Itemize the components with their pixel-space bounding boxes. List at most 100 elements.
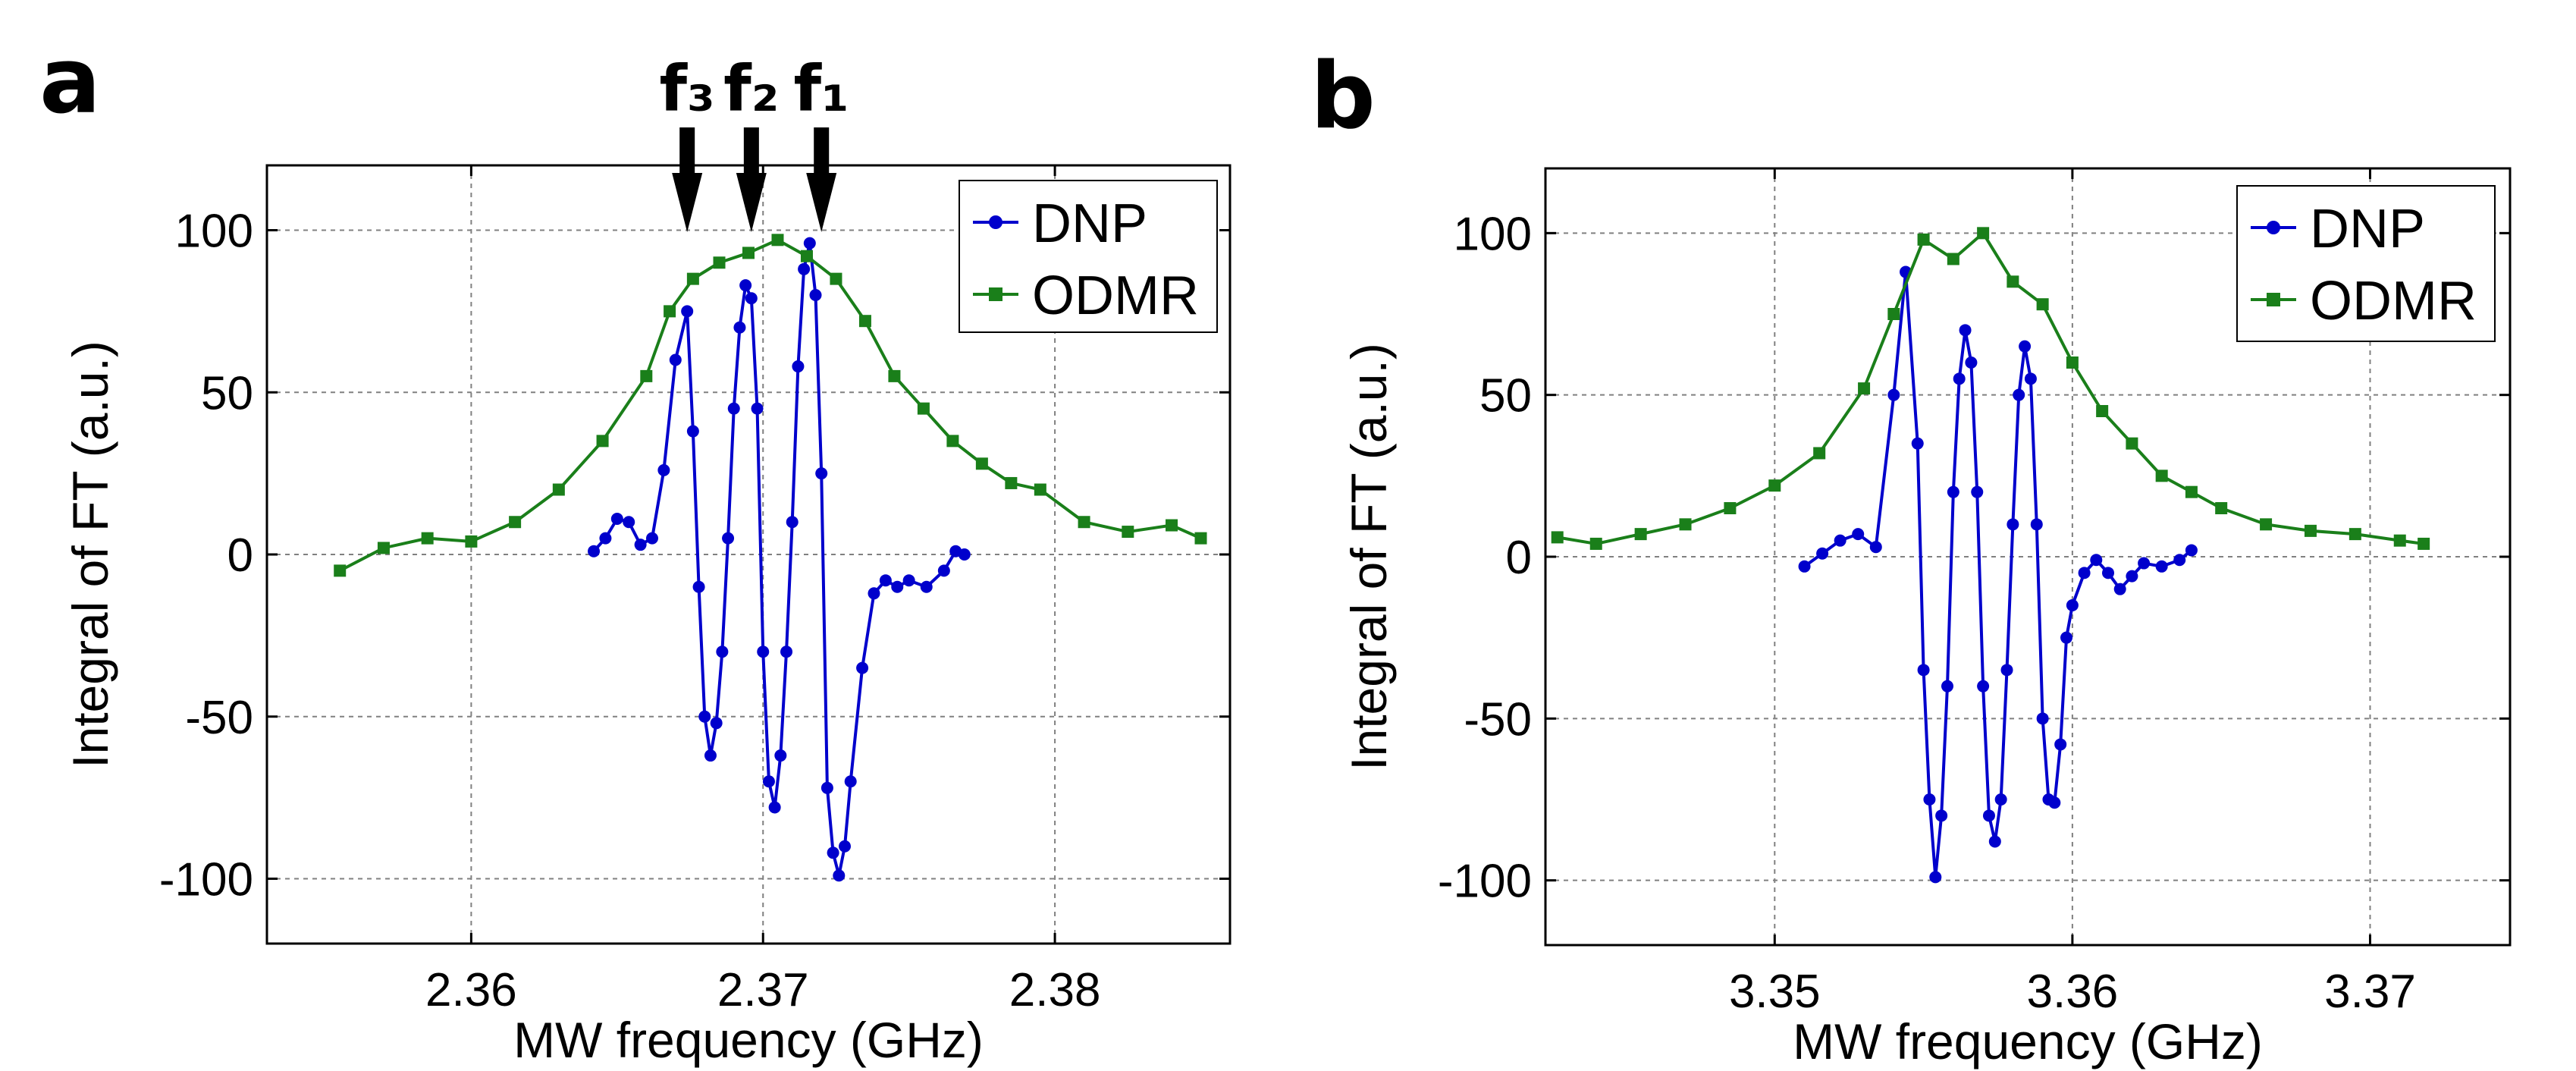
data-point xyxy=(2007,275,2019,288)
data-point xyxy=(698,710,711,723)
data-point xyxy=(1959,324,1972,337)
data-point xyxy=(610,512,623,525)
x-tick-label: 3.37 xyxy=(2324,966,2416,1018)
data-point xyxy=(858,315,871,328)
data-point xyxy=(2078,567,2091,579)
data-point xyxy=(710,717,723,730)
data-point xyxy=(2155,560,2168,573)
data-point xyxy=(1798,560,1811,573)
data-point xyxy=(2030,518,2043,531)
y-tick-label: 0 xyxy=(1506,532,1532,584)
legend: DNP ODMR xyxy=(959,180,1218,333)
data-point xyxy=(2418,537,2430,550)
data-point xyxy=(2096,405,2109,417)
data-point xyxy=(1551,531,1564,544)
annotation-label: f₁ xyxy=(794,52,849,126)
data-point xyxy=(588,545,601,557)
data-point xyxy=(2349,528,2361,541)
data-point xyxy=(1982,809,1995,822)
data-point xyxy=(623,516,635,529)
data-point xyxy=(1887,308,1900,320)
x-tick-label: 3.35 xyxy=(1729,966,1821,1018)
data-point xyxy=(1935,809,1948,822)
data-point xyxy=(800,250,813,262)
data-point xyxy=(552,483,565,496)
data-point xyxy=(1977,680,1990,693)
data-point xyxy=(2007,518,2019,531)
data-point xyxy=(1122,526,1134,539)
data-point xyxy=(2060,631,2073,644)
series-line xyxy=(592,241,965,878)
data-point xyxy=(1947,485,1959,498)
data-point xyxy=(2066,599,2079,611)
arrow-head xyxy=(736,173,767,232)
data-point xyxy=(745,292,758,305)
legend-box xyxy=(959,180,1218,333)
data-point xyxy=(1005,476,1018,489)
data-point xyxy=(713,256,726,269)
plot-frame xyxy=(1544,167,2512,947)
y-tick-label: 50 xyxy=(1479,370,1532,422)
data-point xyxy=(1917,233,1930,246)
data-point xyxy=(803,237,816,250)
data-point xyxy=(879,574,892,587)
y-tick-label: 50 xyxy=(201,367,253,419)
data-point xyxy=(1858,382,1871,395)
data-point xyxy=(669,353,682,366)
x-tick-label: 2.37 xyxy=(717,964,809,1016)
data-point xyxy=(856,661,869,674)
data-point xyxy=(891,580,904,593)
data-point xyxy=(686,272,699,285)
data-point xyxy=(757,645,770,658)
y-axis-label: Integral of FT (a.u.) xyxy=(1341,343,1397,771)
data-point xyxy=(2173,554,2186,567)
legend-label: ODMR xyxy=(2310,271,2477,331)
data-point xyxy=(780,645,793,658)
data-point xyxy=(768,801,781,814)
data-point xyxy=(1977,227,1990,240)
series-odmr xyxy=(1551,227,2430,550)
data-point xyxy=(975,457,988,470)
data-point xyxy=(792,360,805,373)
data-point xyxy=(2024,372,2037,385)
data-point xyxy=(1816,547,1829,560)
data-point xyxy=(686,425,699,438)
data-point xyxy=(681,305,694,318)
data-point xyxy=(888,369,901,382)
data-point xyxy=(634,539,647,551)
annotation-arrow: f₁ xyxy=(794,52,849,232)
legend-label: ODMR xyxy=(1032,265,1199,326)
data-point xyxy=(2019,340,2032,353)
data-point xyxy=(2155,470,2168,482)
legend-box xyxy=(2236,185,2496,342)
data-point xyxy=(2036,712,2049,725)
data-point xyxy=(2090,554,2103,567)
legend-label: DNP xyxy=(1032,193,1147,254)
annotation-label: f₃ xyxy=(660,52,715,126)
data-point xyxy=(917,402,930,415)
panel-label: b xyxy=(1310,44,1376,149)
data-point xyxy=(868,587,880,600)
data-point xyxy=(1852,528,1865,541)
data-point xyxy=(2066,356,2079,369)
data-point xyxy=(1887,388,1900,401)
data-point xyxy=(786,516,799,529)
y-axis-label: Integral of FT (a.u.) xyxy=(62,341,118,768)
y-tick-label: -100 xyxy=(159,854,253,906)
data-point xyxy=(1724,502,1737,514)
data-point xyxy=(827,846,839,859)
data-point xyxy=(1589,537,1602,550)
data-point xyxy=(809,289,822,301)
data-point xyxy=(2215,502,2228,514)
data-point xyxy=(1923,793,1936,806)
data-point xyxy=(771,234,784,247)
data-point xyxy=(762,775,775,788)
data-point xyxy=(733,321,746,334)
legend-label: DNP xyxy=(2310,199,2425,259)
data-point xyxy=(1634,528,1647,541)
data-point xyxy=(2260,518,2273,531)
data-point xyxy=(1953,372,1966,385)
data-point xyxy=(920,580,933,593)
arrow-shaft xyxy=(814,127,830,174)
